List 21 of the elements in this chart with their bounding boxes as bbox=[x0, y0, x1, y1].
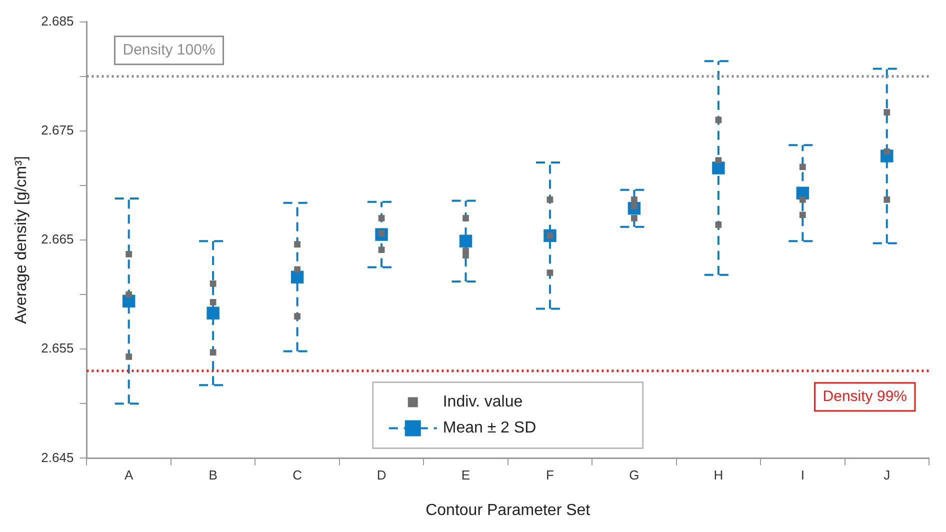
legend-label: Indiv. value bbox=[442, 394, 523, 411]
x-tick-label: A bbox=[124, 468, 134, 483]
y-axis-title: Average density [g/cm³] bbox=[13, 156, 30, 324]
x-tick-label: J bbox=[884, 468, 890, 483]
x-tick-label: C bbox=[292, 468, 302, 483]
x-tick-label: B bbox=[208, 468, 218, 483]
y-tick-label: 2.645 bbox=[41, 450, 74, 465]
ref-line-label: Density 100% bbox=[122, 41, 216, 58]
x-tick-label: D bbox=[376, 468, 386, 483]
legend-label: Mean ± 2 SD bbox=[442, 420, 536, 437]
y-tick-label: 2.665 bbox=[41, 232, 74, 247]
y-tick-label: 2.675 bbox=[41, 122, 74, 138]
x-tick-label: H bbox=[714, 468, 724, 483]
x-axis-title: Contour Parameter Set bbox=[426, 502, 591, 519]
x-tick-label: G bbox=[629, 468, 640, 483]
y-tick-label: 2.655 bbox=[41, 340, 74, 356]
ref-line-label: Density 99% bbox=[822, 388, 908, 406]
y-tick-label: 2.685 bbox=[41, 13, 74, 28]
x-tick-label: E bbox=[461, 468, 470, 483]
x-tick-label: F bbox=[546, 468, 554, 483]
x-tick-label: I bbox=[800, 468, 804, 483]
